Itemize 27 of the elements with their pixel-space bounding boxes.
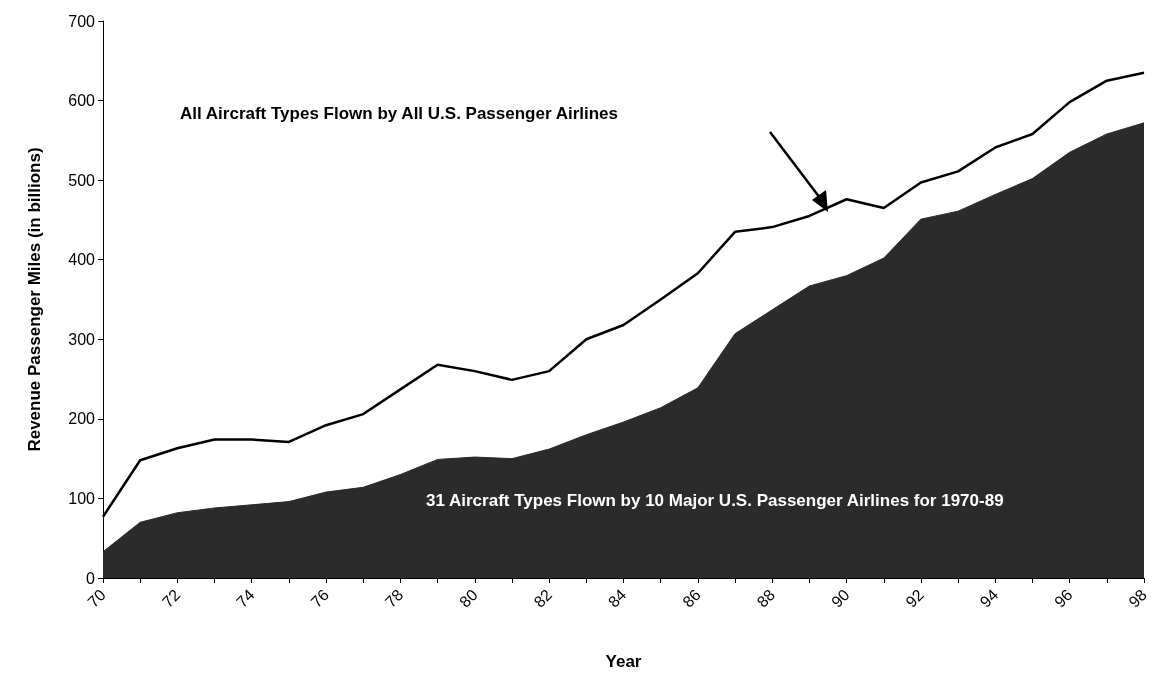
x-tick-label: 76 xyxy=(307,585,333,611)
x-tick-label: 98 xyxy=(1125,585,1151,611)
x-tick-label: 86 xyxy=(679,585,704,611)
y-tick-label: 300 xyxy=(68,330,96,348)
text: All Aircraft Types Flown by All U.S. Passenger Airlines xyxy=(180,104,619,123)
x-tick-label: 90 xyxy=(827,585,853,611)
y-tick-label: 700 xyxy=(68,12,96,30)
x-tick-label: 84 xyxy=(604,585,630,611)
x-tick-label: 88 xyxy=(753,585,779,611)
y-tick-label: 600 xyxy=(68,92,96,110)
x-tick-label: 92 xyxy=(902,585,928,611)
x-axis-title: Year xyxy=(605,652,642,671)
y-tick-label: 0 xyxy=(86,569,96,587)
x-tick-label: 70 xyxy=(84,585,110,611)
x-tick-label: 80 xyxy=(456,585,481,611)
x-tick-label: 72 xyxy=(158,585,184,611)
y-axis-title: Revenue Passenger Miles (in billions) xyxy=(25,147,44,452)
y-tick-label: 200 xyxy=(68,410,96,428)
x-tick-label: 96 xyxy=(1051,585,1076,611)
y-tick-label: 500 xyxy=(68,171,96,189)
x-tick-label: 94 xyxy=(976,585,1002,611)
y-tick-label: 100 xyxy=(68,489,96,507)
series-label: 31 Aircraft Types Flown by 10 Major U.S. Passenger Airlines for 1970-89 xyxy=(426,491,1004,510)
y-tick-label: 400 xyxy=(68,251,96,269)
x-tick-label: 82 xyxy=(530,585,556,611)
x-tick-label: 78 xyxy=(381,585,407,611)
x-tick-label: 74 xyxy=(233,585,258,611)
